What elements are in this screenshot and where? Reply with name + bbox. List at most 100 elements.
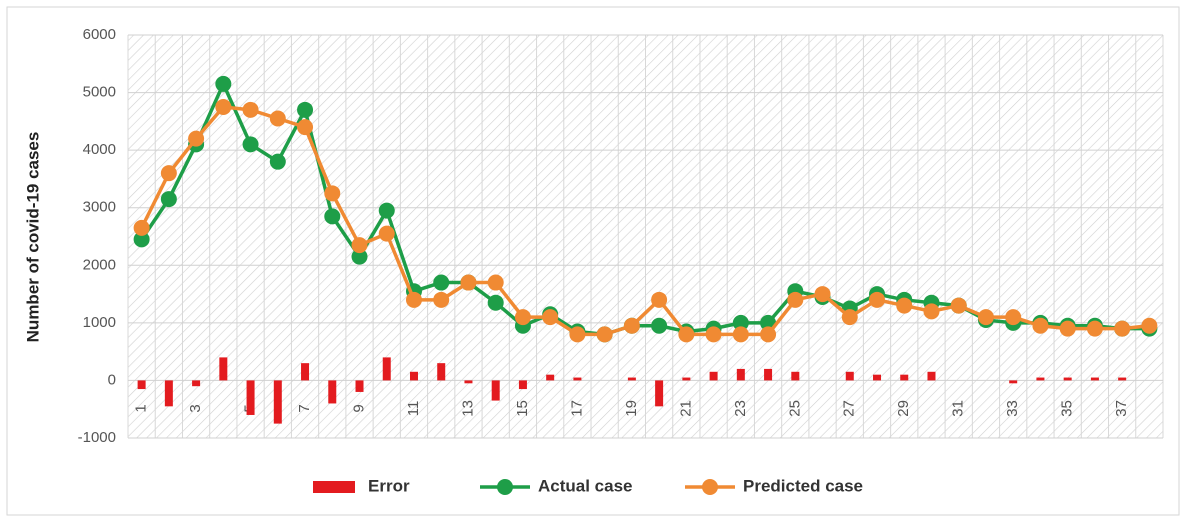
series-point <box>1059 320 1076 337</box>
error-bar <box>573 377 582 381</box>
x-tick-label: 25 <box>786 400 803 417</box>
x-tick-label: 23 <box>732 400 749 417</box>
error-bar <box>627 377 636 381</box>
series-point <box>1032 317 1049 334</box>
x-tick-label: 33 <box>1004 400 1021 417</box>
error-bar <box>655 380 664 407</box>
y-tick-label: 5000 <box>83 84 116 101</box>
error-bar <box>273 380 282 424</box>
series-point <box>651 291 668 308</box>
y-tick-label: -1000 <box>78 429 116 446</box>
error-bar <box>301 363 310 381</box>
legend-label: Actual case <box>538 476 633 495</box>
error-bar <box>900 374 909 381</box>
series-point <box>160 191 177 208</box>
series-point <box>977 309 994 326</box>
series-point <box>542 309 559 326</box>
error-bar <box>1036 377 1045 381</box>
x-tick-label: 11 <box>405 401 422 417</box>
x-tick-label: 13 <box>459 400 476 417</box>
series-point <box>841 309 858 326</box>
legend-swatch <box>313 481 355 493</box>
error-bar <box>464 380 473 384</box>
legend-swatch <box>702 479 718 495</box>
x-tick-label: 29 <box>895 400 912 417</box>
series-point <box>732 326 749 343</box>
series-point <box>678 326 695 343</box>
series-point <box>732 314 749 331</box>
series-point <box>923 303 940 320</box>
error-bar <box>709 371 718 381</box>
error-bar <box>328 380 337 404</box>
series-point <box>324 208 341 225</box>
series-point <box>487 274 504 291</box>
series-point <box>433 274 450 291</box>
y-tick-label: 1000 <box>83 314 116 331</box>
error-bar <box>873 374 882 381</box>
series-point <box>569 326 586 343</box>
error-bar <box>355 380 364 392</box>
series-point <box>378 225 395 242</box>
error-bar <box>382 357 391 381</box>
x-tick-label: 1 <box>133 404 150 412</box>
legend-label: Predicted case <box>743 476 863 495</box>
series-point <box>623 317 640 334</box>
y-tick-label: 3000 <box>83 199 116 216</box>
series-point <box>1114 320 1131 337</box>
series-point <box>705 326 722 343</box>
y-tick-label: 6000 <box>83 26 116 43</box>
x-tick-label: 15 <box>514 400 531 417</box>
series-point <box>215 75 232 92</box>
series-point <box>1005 309 1022 326</box>
series-point <box>324 185 341 202</box>
y-tick-label: 2000 <box>83 256 116 273</box>
series-point <box>297 101 314 118</box>
series-point <box>787 291 804 308</box>
error-bar <box>246 380 255 415</box>
series-point <box>433 291 450 308</box>
error-bar <box>927 371 936 381</box>
series-point <box>242 101 259 118</box>
series-point <box>760 326 777 343</box>
series-point <box>351 248 368 265</box>
series-point <box>269 110 286 127</box>
series-point <box>514 309 531 326</box>
error-bar <box>1090 377 1099 381</box>
series-point <box>487 294 504 311</box>
series-point <box>297 119 314 136</box>
legend-swatch <box>497 479 513 495</box>
x-tick-label: 35 <box>1059 400 1076 417</box>
error-bar <box>845 371 854 381</box>
series-point <box>378 202 395 219</box>
series-point <box>188 130 205 147</box>
series-point <box>269 153 286 170</box>
error-bar <box>164 380 173 407</box>
y-tick-label: 4000 <box>83 141 116 158</box>
series-point <box>950 297 967 314</box>
error-bar <box>491 380 500 401</box>
x-tick-label: 19 <box>623 400 640 417</box>
series-point <box>1141 317 1158 334</box>
series-point <box>1086 320 1103 337</box>
error-bar <box>1118 377 1127 381</box>
error-bar <box>409 371 418 381</box>
x-tick-label: 31 <box>950 400 967 417</box>
error-bar <box>1063 377 1072 381</box>
series-point <box>651 317 668 334</box>
series-point <box>215 98 232 115</box>
error-bar <box>192 380 201 387</box>
series-point <box>405 291 422 308</box>
x-tick-label: 21 <box>677 400 694 417</box>
error-bar <box>1009 380 1018 384</box>
series-point <box>160 165 177 182</box>
series-point <box>133 219 150 236</box>
series-point <box>814 286 831 303</box>
series-point <box>869 291 886 308</box>
x-tick-label: 9 <box>350 404 367 412</box>
series-point <box>242 136 259 153</box>
error-bar <box>219 357 228 381</box>
error-bar <box>791 371 800 381</box>
y-tick-label: 0 <box>108 371 116 388</box>
error-bar <box>437 363 446 381</box>
